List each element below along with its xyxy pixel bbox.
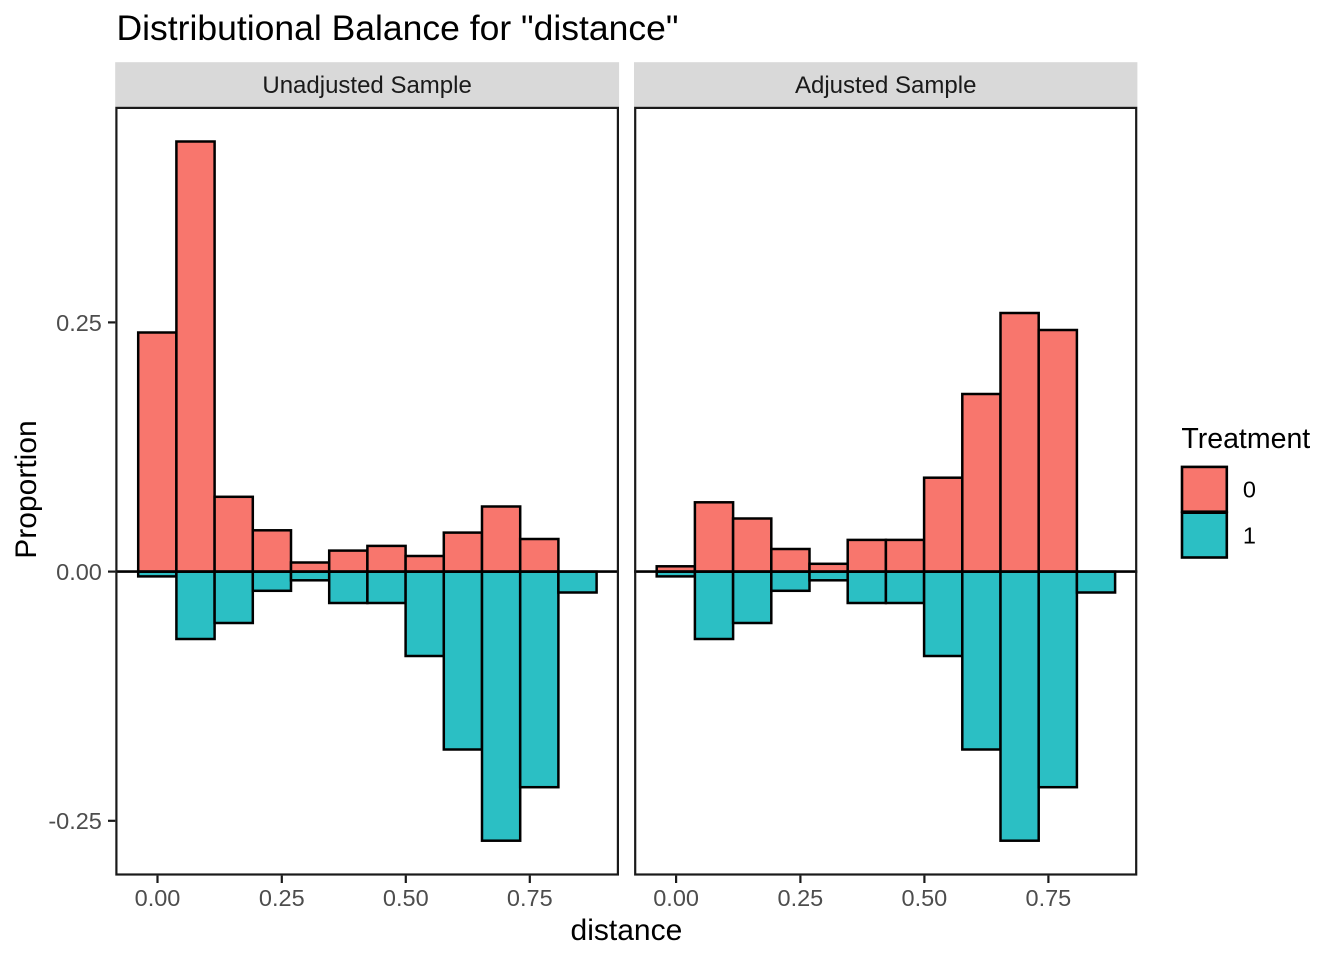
svg-text:1: 1 [1243, 523, 1256, 549]
svg-text:0.50: 0.50 [383, 885, 429, 911]
svg-text:0.25: 0.25 [56, 310, 102, 336]
svg-text:0.00: 0.00 [135, 885, 181, 911]
svg-text:0.25: 0.25 [259, 885, 305, 911]
svg-text:distance: distance [571, 914, 683, 947]
svg-text:0.75: 0.75 [1026, 885, 1072, 911]
svg-text:Treatment: Treatment [1181, 423, 1310, 455]
svg-text:Adjusted Sample: Adjusted Sample [795, 72, 976, 99]
svg-text:Unadjusted Sample: Unadjusted Sample [262, 72, 471, 99]
svg-text:0.75: 0.75 [507, 885, 553, 911]
svg-text:0.25: 0.25 [778, 885, 824, 911]
svg-text:0: 0 [1243, 477, 1256, 503]
svg-text:-0.25: -0.25 [48, 808, 102, 834]
svg-text:Distributional Balance for "di: Distributional Balance for "distance" [117, 8, 679, 48]
svg-text:Proportion: Proportion [10, 420, 43, 558]
svg-text:0.00: 0.00 [56, 559, 102, 585]
svg-text:0.50: 0.50 [902, 885, 948, 911]
svg-text:0.00: 0.00 [653, 885, 699, 911]
